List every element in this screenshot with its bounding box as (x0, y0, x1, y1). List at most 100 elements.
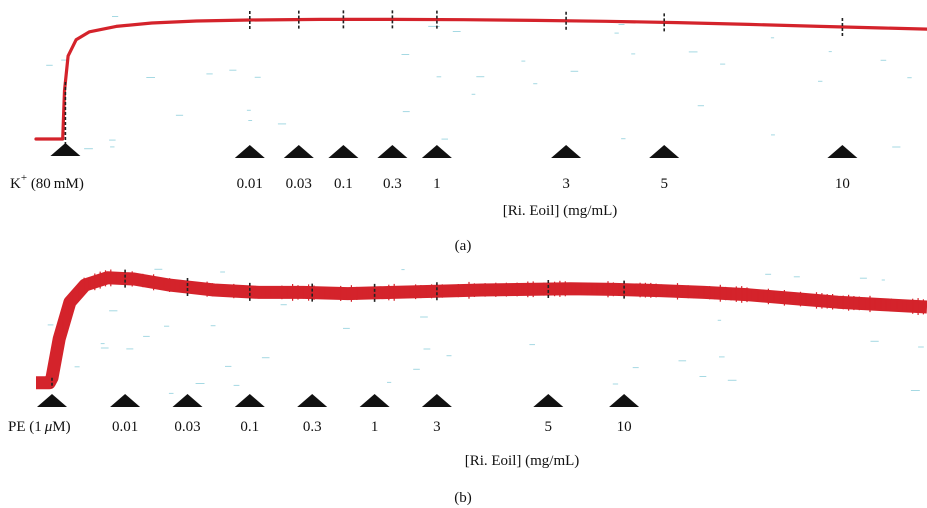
dose-marker (649, 145, 680, 158)
noise-speck (46, 64, 53, 66)
dose-markers-a (50, 143, 858, 158)
trace-texture-b (62, 269, 925, 333)
noise-speck (771, 134, 775, 136)
noise-speck (631, 53, 636, 55)
noise-speck (720, 63, 726, 65)
noise-speck (471, 93, 476, 95)
dose-label: 0.3 (303, 419, 322, 435)
stimulus-marker (50, 143, 81, 156)
noise-speck (621, 138, 626, 140)
event-ticks-b (51, 269, 625, 388)
noise-speck (343, 327, 350, 329)
dose-marker (234, 394, 265, 407)
noise-speck (168, 392, 174, 394)
dose-marker (328, 145, 359, 158)
noise-speck (109, 310, 118, 312)
noise-speck (717, 319, 722, 321)
dose-marker (297, 394, 328, 407)
noise-speck (413, 368, 420, 370)
dose-label: 0.01 (112, 419, 138, 435)
x-axis-label-a: [Ri. Eoil] (mg/mL) (503, 203, 618, 219)
noise-speck (401, 54, 410, 55)
tension-trace-a (34, 17, 927, 141)
noise-speck (699, 376, 707, 377)
noise-speck (436, 26, 440, 27)
tension-trace-b (36, 271, 927, 390)
noise-speck (100, 347, 109, 349)
dose-marker (234, 145, 265, 158)
dose-label: 5 (660, 176, 668, 192)
noise-speck (910, 390, 920, 391)
noise-speck (793, 276, 800, 278)
panel-label-b: (b) (454, 490, 472, 506)
noise-speck (521, 60, 526, 62)
dose-label: 3 (562, 176, 570, 192)
noise-speck (441, 138, 448, 140)
dose-marker (377, 145, 408, 158)
noise-speck (61, 59, 67, 61)
noise-speck (112, 16, 119, 17)
dose-label: 10 (617, 419, 632, 435)
stimulus-marker (37, 394, 67, 407)
noise-speck (892, 146, 901, 148)
panel-b: 0.01 0.03 0.1 0.3 1 3 5 10 PE (1 μM) [Ri. Eoil]… (8, 268, 927, 506)
noise-speck (828, 51, 832, 53)
noise-speck (47, 324, 54, 326)
noise-speck (225, 365, 232, 367)
stimulus-label-a: K+ (80 mM) (10, 172, 84, 192)
noise-speck (870, 340, 879, 342)
noise-speck (727, 379, 737, 381)
dose-marker (551, 145, 582, 158)
noise-speck (719, 356, 725, 358)
noise-speck (688, 51, 698, 53)
noise-speck (446, 355, 452, 357)
noise-speck (280, 304, 287, 306)
noise-speck (229, 69, 237, 71)
dose-marker (359, 394, 390, 407)
noise-speck (261, 357, 270, 359)
noise-speck (401, 269, 405, 271)
noise-speck (402, 111, 410, 113)
dose-marker (533, 394, 564, 407)
noise-speck (254, 76, 261, 78)
noise-speck (248, 120, 253, 121)
noise-speck (220, 271, 225, 273)
panel-a: 0.01 0.03 0.1 0.3 1 3 5 10 K+ (80 mM) [Ri. Eoil… (10, 10, 927, 254)
noise-speck (195, 383, 205, 384)
noise-speck (233, 384, 240, 386)
noise-speck (436, 76, 442, 78)
noise-speck (476, 76, 485, 78)
baseline-noise-a (46, 16, 912, 150)
stimulus-superscript-a: + (21, 172, 27, 184)
dose-marker (172, 394, 203, 407)
noise-speck (452, 31, 461, 32)
noise-speck (612, 383, 619, 385)
noise-speck (84, 148, 93, 150)
noise-speck (765, 273, 772, 275)
dose-label: 1 (433, 176, 441, 192)
noise-speck (678, 360, 687, 362)
noise-speck (697, 105, 704, 107)
mu-symbol-b: μ (44, 419, 53, 435)
noise-speck (770, 37, 775, 39)
dose-label: 0.01 (237, 176, 263, 192)
x-axis-label-b: [Ri. Eoil] (mg/mL) (465, 453, 580, 469)
noise-speck (918, 346, 924, 348)
noise-speck (100, 343, 105, 345)
noise-speck (618, 24, 625, 25)
event-ticks-a (64, 10, 844, 145)
noise-speck (210, 325, 216, 327)
dose-marker (110, 394, 141, 407)
noise-speck (859, 277, 867, 279)
panel-label-a: (a) (455, 238, 472, 254)
noise-speck (387, 381, 392, 383)
noise-speck (570, 70, 579, 72)
noise-speck (632, 367, 639, 369)
noise-speck (880, 59, 887, 61)
noise-speck (164, 325, 170, 327)
noise-speck (246, 109, 251, 111)
noise-speck (614, 32, 619, 34)
noise-speck (126, 348, 134, 350)
dose-label: 5 (545, 419, 553, 435)
